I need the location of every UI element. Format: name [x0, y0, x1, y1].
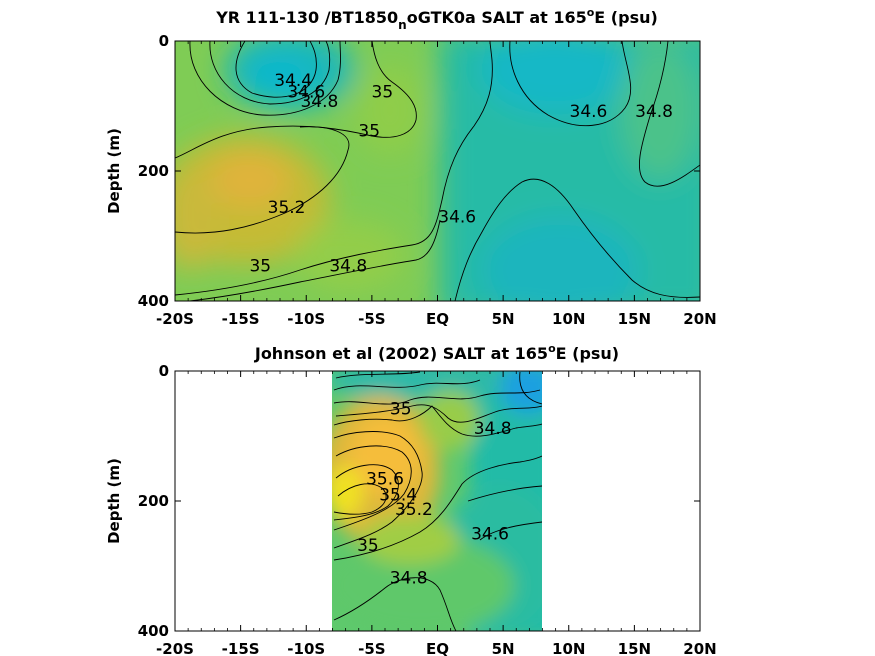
y-tick-label: 0: [159, 32, 169, 50]
x-tick-label: 15N: [618, 640, 651, 656]
x-tick-label: 10N: [552, 640, 585, 656]
panel-top: YR 111-130 /BT1850noGTK0a SALT at 165oE …: [105, 6, 717, 328]
panel-top-title: YR 111-130 /BT1850noGTK0a SALT at 165oE …: [215, 6, 658, 32]
y-tick-label: 200: [138, 162, 169, 180]
contour-label: 35: [249, 256, 271, 276]
panel-bottom-field: 35 34.8 35.635.435.2 35 34.6 34.8: [332, 371, 542, 631]
y-tick-label: 400: [138, 292, 169, 310]
contour-label: 34.6: [438, 208, 476, 228]
panel-bottom: Johnson et al (2002) SALT at 165oE (psu): [105, 342, 717, 656]
panel-bottom-contours: [333, 371, 542, 631]
panel-bottom-contour-labels: 35 34.8 35.635.435.2 35 34.6 34.8: [357, 400, 511, 589]
x-tick-label: 5N: [492, 310, 515, 328]
contour-label: 34.8: [635, 102, 673, 122]
panel-bottom-ticks: -20S -15S -10S -5S EQ 5N 10N 15N 20N 0 200 400: [138, 362, 717, 656]
x-tick-label: -10S: [287, 640, 325, 656]
y-tick-label: 400: [138, 622, 169, 640]
contour-label: 34.4: [274, 71, 312, 91]
x-tick-label: 15N: [618, 310, 651, 328]
panel-bottom-title: Johnson et al (2002) SALT at 165oE (psu): [254, 342, 619, 363]
x-tick-label: -20S: [156, 640, 194, 656]
x-tick-label: -15S: [222, 310, 260, 328]
panel-top-ticks: -20S -15S -10S -5S EQ 5N 10N 15N 20N 0 200 400: [138, 32, 717, 328]
contour-label: 35.6: [366, 469, 404, 489]
x-tick-label: EQ: [426, 310, 449, 328]
x-tick-label: 10N: [552, 310, 585, 328]
contour-label: 34.6: [471, 525, 509, 545]
contour-label: 34.8: [390, 569, 428, 589]
x-tick-label: -20S: [156, 310, 194, 328]
x-tick-label: 5N: [492, 640, 515, 656]
contour-label: 34.6: [570, 102, 608, 122]
contour-label: 34.8: [329, 256, 367, 276]
x-tick-label: 20N: [683, 640, 716, 656]
contour-label: 35: [390, 400, 412, 420]
contour-label: 35: [358, 122, 380, 142]
x-tick-label: -5S: [358, 310, 385, 328]
y-tick-label: 0: [159, 362, 169, 380]
x-tick-label: -5S: [358, 640, 385, 656]
contour-label: 35.2: [395, 500, 433, 520]
x-tick-label: EQ: [426, 640, 449, 656]
panel-bottom-ylabel: Depth (m): [105, 458, 123, 544]
contour-label: 35: [357, 536, 379, 556]
x-tick-label: -10S: [287, 310, 325, 328]
contour-label: 35.2: [268, 198, 306, 218]
x-tick-label: -15S: [222, 640, 260, 656]
contour-label: 34.8: [300, 92, 338, 112]
panel-top-ylabel: Depth (m): [105, 128, 123, 214]
contour-label: 35: [372, 83, 394, 103]
panel-top-contours: [175, 41, 700, 301]
contour-label: 35.4: [379, 486, 417, 506]
contour-label: 34.6: [287, 83, 325, 103]
y-tick-label: 200: [138, 492, 169, 510]
x-tick-label: 20N: [683, 310, 716, 328]
contour-label: 34.8: [474, 419, 512, 439]
